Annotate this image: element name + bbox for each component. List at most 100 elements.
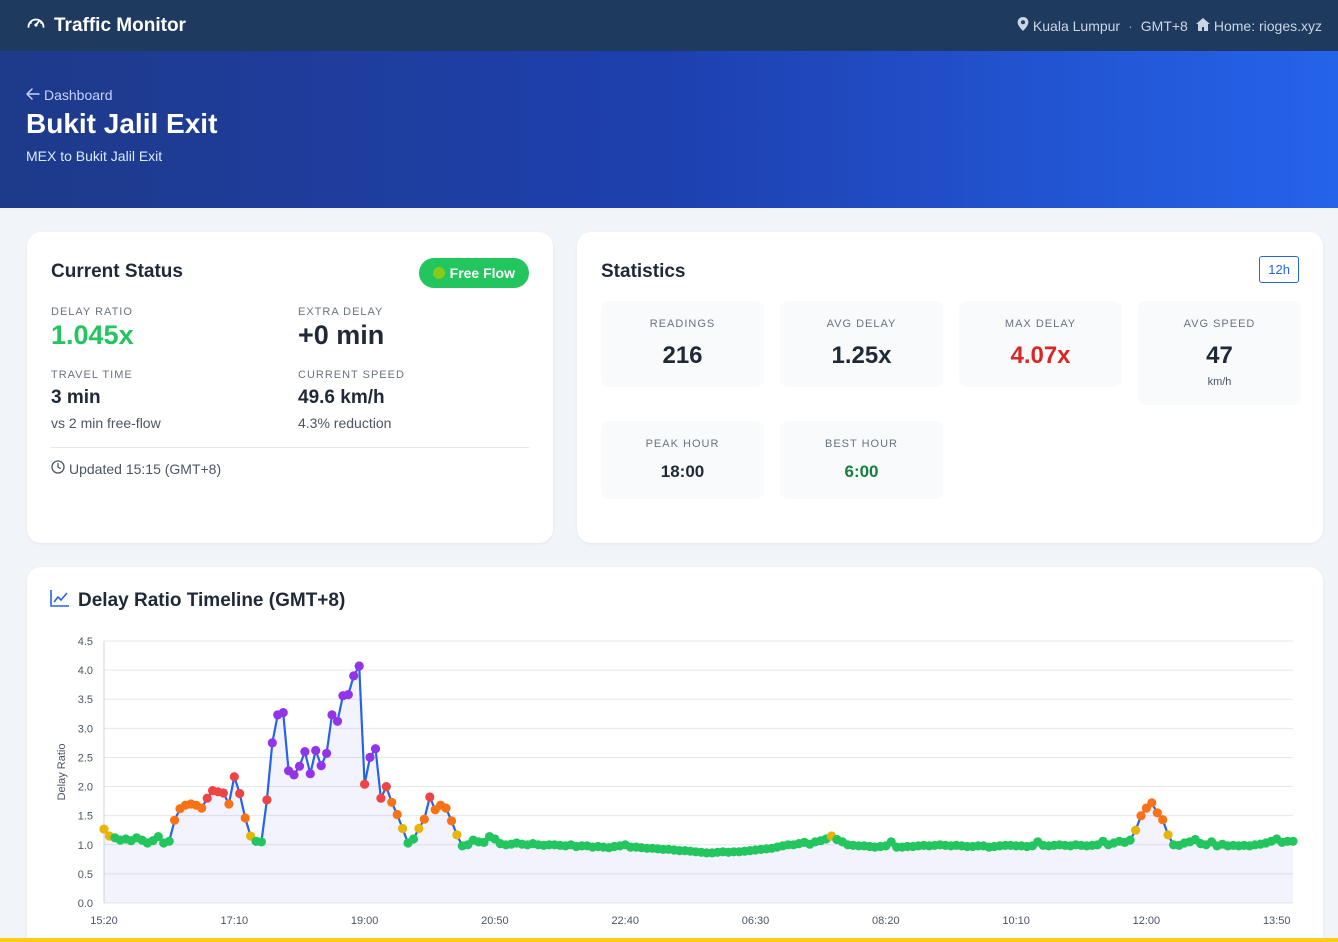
best-hour-value: 6:00 xyxy=(844,462,879,481)
data-point xyxy=(365,752,375,762)
x-tick-label: 13:50 xyxy=(1263,915,1291,927)
travel-time-label: TRAVEL TIME xyxy=(51,369,133,381)
max-delay-label: MAX DELAY xyxy=(1004,318,1077,330)
avg-speed-tile: AVG SPEED 47 km/h xyxy=(1138,301,1301,405)
data-point xyxy=(1288,836,1298,846)
statistics-card: Statistics 12h READINGS 216 AVG DELAY 1.… xyxy=(577,232,1323,543)
updated-time: Updated 15:15 (GMT+8) xyxy=(51,460,529,477)
extra-delay-value: +0 min xyxy=(298,320,385,350)
readings-tile: READINGS 216 xyxy=(601,301,764,387)
x-tick-label: 15:20 xyxy=(90,915,118,927)
location: Kuala Lumpur xyxy=(1017,17,1120,34)
best-hour-tile: BEST HOUR 6:00 xyxy=(780,421,943,499)
data-point xyxy=(327,710,337,720)
data-point xyxy=(235,788,245,799)
status-badge: Free Flow xyxy=(418,258,529,288)
data-point xyxy=(414,823,424,834)
back-link[interactable]: Dashboard xyxy=(26,87,1312,103)
data-point xyxy=(197,803,207,813)
data-point xyxy=(300,747,310,757)
delay-area xyxy=(104,666,1293,903)
data-point xyxy=(343,690,353,700)
y-tick-label: 2.0 xyxy=(78,782,93,794)
data-point xyxy=(1125,835,1135,845)
bottom-strip xyxy=(0,938,1338,942)
max-delay-value: 4.07x xyxy=(1010,342,1071,369)
travel-time-note: vs 2 min free-flow xyxy=(51,415,161,431)
y-tick-label: 1.0 xyxy=(78,840,93,852)
data-point xyxy=(229,772,239,782)
avg-delay-tile: AVG DELAY 1.25x xyxy=(780,301,943,387)
page-subtitle: MEX to Bukit Jalil Exit xyxy=(26,148,163,164)
divider xyxy=(51,447,529,448)
peak-hour-label: PEAK HOUR xyxy=(645,438,720,450)
line-chart-icon xyxy=(50,589,70,613)
data-point xyxy=(349,671,359,681)
delay-ratio-value: 1.045x xyxy=(51,320,134,350)
data-point xyxy=(332,716,343,726)
delay-ratio-label: DELAY RATIO xyxy=(51,306,133,318)
data-point xyxy=(1152,808,1162,818)
data-point xyxy=(446,816,457,826)
data-point xyxy=(218,788,228,798)
data-point xyxy=(305,769,315,779)
home-link[interactable]: Home: rioges.xyz xyxy=(1195,17,1322,34)
arrow-left-icon xyxy=(26,87,40,103)
travel-time-metric: TRAVEL TIME 3 min vs 2 min free-flow xyxy=(51,369,298,431)
top-right-info: Kuala Lumpur · GMT+8 Home: rioges.xyz xyxy=(1017,17,1322,34)
y-tick-label: 2.5 xyxy=(78,752,93,764)
data-point xyxy=(398,823,408,834)
data-point xyxy=(316,761,326,771)
data-point xyxy=(153,832,163,842)
green-circle-icon xyxy=(432,267,445,279)
data-point xyxy=(1147,798,1157,808)
data-point xyxy=(278,708,288,718)
x-tick-label: 10:10 xyxy=(1002,915,1030,927)
extra-delay-label: EXTRA DELAY xyxy=(298,306,384,318)
data-point xyxy=(387,797,397,807)
data-point xyxy=(360,779,370,789)
data-point xyxy=(479,837,489,847)
data-point xyxy=(392,809,402,820)
home-icon xyxy=(1195,17,1210,34)
delay-ratio-chart: 0.0 0.5 1.0 1.5 2.0 2.5 3.0 3.5 4.0 4.5 Delay Rati… xyxy=(56,636,1298,927)
current-status-card: Current Status Free Flow DELAY RATIO 1.0… xyxy=(27,232,553,543)
back-link-label: Dashboard xyxy=(44,87,113,103)
map-pin-icon xyxy=(1017,17,1029,34)
data-point xyxy=(1163,830,1173,840)
current-speed-note: 4.3% reduction xyxy=(298,415,392,431)
data-point xyxy=(381,782,391,792)
page-title: Bukit Jalil Exit xyxy=(26,108,218,139)
data-point xyxy=(370,744,381,754)
data-point xyxy=(376,793,386,803)
y-tick-label: 0.5 xyxy=(78,869,93,881)
data-point xyxy=(354,661,364,671)
current-speed-metric: CURRENT SPEED 49.6 km/h 4.3% reduction xyxy=(298,369,538,431)
data-point xyxy=(294,761,305,771)
data-point xyxy=(425,792,435,802)
best-hour-label: BEST HOUR xyxy=(825,438,898,450)
brand[interactable]: Traffic Monitor xyxy=(26,13,186,39)
data-point xyxy=(441,803,451,813)
page-header: Dashboard Bukit Jalil Exit MEX to Bukit … xyxy=(0,51,1338,208)
chart-title: Delay Ratio Timeline (GMT+8) xyxy=(78,590,346,611)
extra-delay-metric: EXTRA DELAY +0 min xyxy=(298,306,538,351)
range-selector-button[interactable]: 12h xyxy=(1259,256,1299,283)
data-point xyxy=(267,738,277,748)
data-point xyxy=(240,813,250,823)
x-tick-label: 08:20 xyxy=(872,915,900,927)
readings-label: READINGS xyxy=(649,318,716,330)
data-point xyxy=(262,795,272,805)
readings-value: 216 xyxy=(662,342,703,369)
separator: · xyxy=(1128,17,1133,34)
chart-header: Delay Ratio Timeline (GMT+8) xyxy=(50,589,1301,613)
peak-hour-tile: PEAK HOUR 18:00 xyxy=(601,421,764,499)
data-point xyxy=(99,824,109,834)
x-tick-label: 19:00 xyxy=(351,915,379,927)
avg-speed-value: 47 xyxy=(1206,342,1233,369)
data-point xyxy=(289,770,299,780)
current-status-title: Current Status xyxy=(51,261,183,282)
y-tick-label: 0.0 xyxy=(78,898,93,910)
y-tick-label: 3.5 xyxy=(78,694,93,706)
peak-hour-value: 18:00 xyxy=(660,462,705,481)
